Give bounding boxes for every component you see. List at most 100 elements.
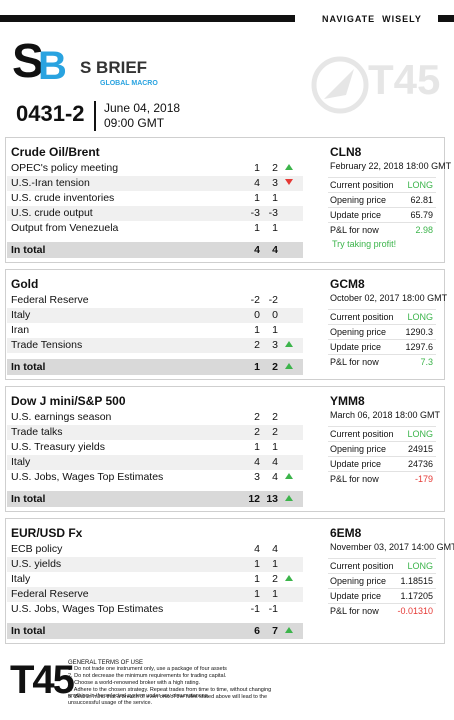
issue-time: 09:00 GMT — [104, 116, 165, 130]
term-line: 1. Do not trade one instrument only, use… — [68, 666, 227, 672]
logo-b: B — [38, 44, 67, 88]
detail-separator — [328, 354, 436, 355]
total-label: In total — [11, 493, 46, 505]
row-value-a: 1 — [254, 573, 260, 585]
detail-separator — [328, 324, 436, 325]
detail-separator — [328, 192, 436, 193]
row-value-a: 4 — [254, 177, 260, 189]
row-value-a: 1 — [254, 588, 260, 600]
detail-value: LONG — [407, 429, 433, 439]
terms-title: GENERAL TERMS OF USE — [68, 660, 144, 666]
row-value-b: -3 — [268, 207, 278, 219]
row-value-b: 1 — [272, 222, 278, 234]
row-value-b: 1 — [272, 588, 278, 600]
row-name: Trade talks — [11, 426, 63, 438]
trend-arrow — [285, 495, 293, 501]
detail-value: LONG — [407, 180, 433, 190]
detail-value: LONG — [407, 312, 433, 322]
footer-logo: T45 — [10, 658, 75, 702]
detail-label: P&L for now — [330, 357, 379, 367]
row-value-b: 4 — [272, 456, 278, 468]
detail-value: 7.3 — [420, 357, 433, 367]
instrument-code: GCM8 — [330, 277, 365, 291]
instrument-code: 6EM8 — [330, 526, 362, 540]
corner-bar — [438, 15, 454, 22]
row-shade — [7, 455, 303, 470]
total-b: 2 — [272, 361, 278, 373]
row-name: U.S. Jobs, Wages Top Estimates — [11, 603, 164, 615]
issue-date: June 04, 2018 — [104, 101, 181, 115]
row-name: OPEC's policy meeting — [11, 162, 119, 174]
total-a: 4 — [254, 244, 260, 256]
detail-label: P&L for now — [330, 474, 379, 484]
row-value-b: -1 — [268, 603, 278, 615]
detail-label: Opening price — [330, 327, 387, 337]
row-name: Trade Tensions — [11, 339, 83, 351]
row-name: Italy — [11, 456, 31, 468]
detail-separator — [328, 558, 436, 559]
total-b: 13 — [266, 493, 278, 505]
row-name: Iran — [11, 324, 30, 336]
trend-arrow — [285, 473, 293, 479]
panel — [5, 269, 445, 380]
row-name: U.S. earnings season — [11, 411, 112, 423]
row-shade — [7, 587, 303, 602]
row-value-a: 1 — [254, 162, 260, 174]
watermark: T45 — [368, 56, 441, 103]
issue-number: 0431-2 — [16, 101, 85, 126]
detail-separator — [328, 426, 436, 427]
total-label: In total — [11, 244, 46, 256]
row-value-a: 1 — [254, 222, 260, 234]
instrument-code: CLN8 — [330, 145, 362, 159]
detail-value: 1297.6 — [405, 342, 433, 352]
row-value-a: 2 — [254, 426, 260, 438]
detail-value: 2.98 — [415, 225, 433, 235]
section-title: Dow J mini/S&P 500 — [11, 394, 126, 408]
detail-separator — [328, 471, 436, 472]
detail-label: P&L for now — [330, 606, 379, 616]
detail-label: Opening price — [330, 576, 387, 586]
total-a: 12 — [248, 493, 260, 505]
trend-arrow — [285, 363, 293, 369]
total-a: 1 — [254, 361, 260, 373]
row-value-a: 3 — [254, 471, 260, 483]
row-name: U.S. yields — [11, 558, 62, 570]
row-value-a: 2 — [254, 411, 260, 423]
detail-label: Update price — [330, 210, 382, 220]
row-value-a: -2 — [250, 294, 260, 306]
total-label: In total — [11, 625, 46, 637]
panel — [5, 386, 445, 512]
row-shade — [7, 176, 303, 191]
row-name: Federal Reserve — [11, 588, 89, 600]
detail-value: 1.17205 — [400, 591, 433, 601]
row-value-b: 1 — [272, 558, 278, 570]
detail-value: 65.79 — [410, 210, 433, 220]
row-value-b: 1 — [272, 324, 278, 336]
trend-arrow — [285, 627, 293, 633]
detail-label: Current position — [330, 312, 394, 322]
row-value-b: 0 — [272, 309, 278, 321]
row-value-a: -3 — [250, 207, 260, 219]
total-label: In total — [11, 361, 46, 373]
row-value-b: 3 — [272, 339, 278, 351]
row-value-a: -1 — [250, 603, 260, 615]
panel — [5, 137, 445, 263]
total-b: 7 — [272, 625, 278, 637]
row-value-a: 2 — [254, 339, 260, 351]
row-value-b: 2 — [272, 426, 278, 438]
row-name: Italy — [11, 573, 31, 585]
section-title: Gold — [11, 277, 39, 291]
divider — [94, 101, 96, 131]
subbrand: GLOBAL MACRO — [100, 80, 158, 87]
section-title: Crude Oil/Brent — [11, 145, 100, 159]
total-b: 4 — [272, 244, 278, 256]
row-shade — [7, 308, 303, 323]
row-value-b: -2 — [268, 294, 278, 306]
row-value-b: 4 — [272, 543, 278, 555]
detail-label: Current position — [330, 180, 394, 190]
row-name: U.S. Jobs, Wages Top Estimates — [11, 471, 164, 483]
row-value-a: 4 — [254, 543, 260, 555]
detail-value: 62.81 — [410, 195, 433, 205]
row-value-b: 3 — [272, 177, 278, 189]
row-name: U.S. Treasury yields — [11, 441, 105, 453]
